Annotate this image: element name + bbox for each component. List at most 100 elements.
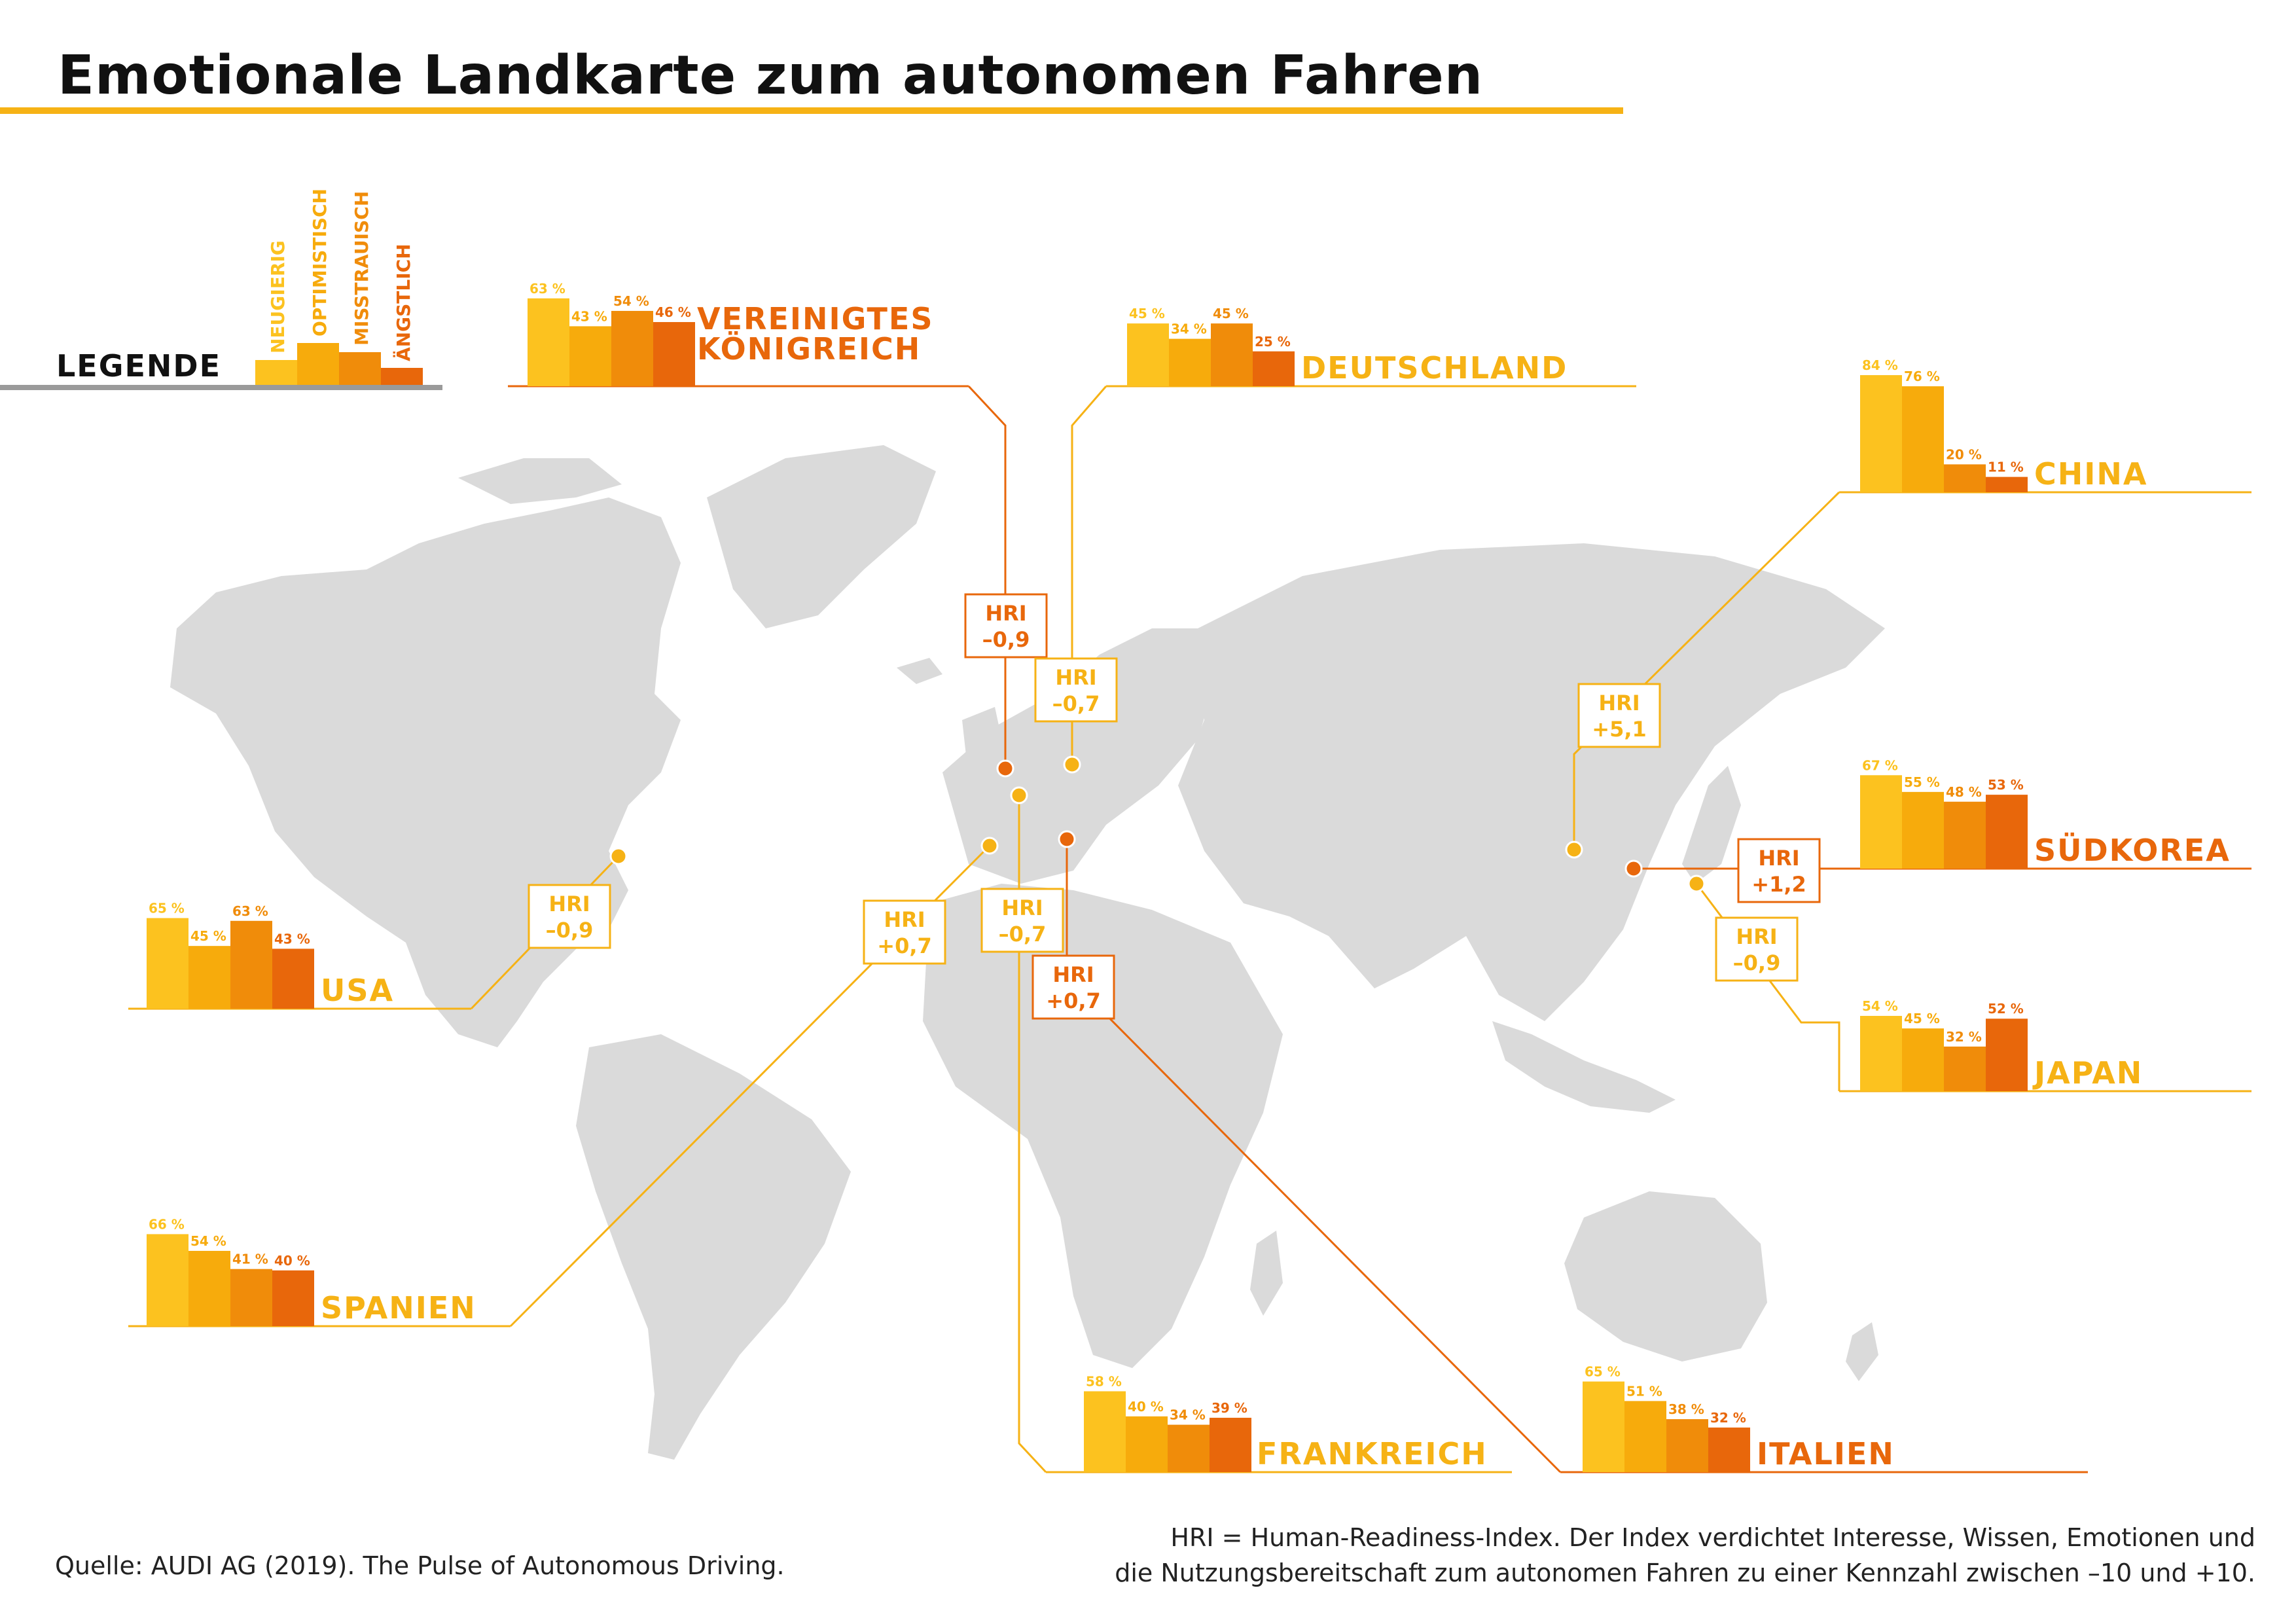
bar-deutschland-optimistisch (1169, 338, 1211, 386)
legend-label-aengstlich: ÄNGSTLICH (392, 244, 414, 361)
bar-cluster-usa: 65 % 45 % 63 % 43 % USA (147, 901, 393, 1009)
value-label-usa-2: 63 % (232, 903, 268, 919)
bar-japan-aengstlich (1986, 1019, 2028, 1091)
map-greenland (707, 445, 936, 628)
legend-title: LEGENDE (56, 348, 221, 384)
hri-footnote: HRI = Human-Readiness-Index. Der Index v… (1115, 1520, 2255, 1591)
value-label-frankreich-3: 39 % (1211, 1400, 1247, 1416)
hri-value-italien: +0,7 (1046, 988, 1101, 1013)
country-name-china: CHINA (2034, 456, 2147, 492)
hri-box-suedkorea: HRI+1,2 (1737, 838, 1821, 903)
bar-japan-misstrauisch (1944, 1046, 1986, 1091)
bar-china-optimistisch (1902, 386, 1944, 492)
value-label-italien-2: 38 % (1668, 1401, 1704, 1417)
bar-spanien-misstrauisch (230, 1269, 272, 1326)
map-madagascar (1250, 1231, 1283, 1316)
hri-footnote-line-2: die Nutzungsbereitschaft zum autonomen F… (1115, 1559, 2255, 1587)
legend-swatch-optimistisch (297, 343, 339, 385)
bar-frankreich-misstrauisch (1168, 1424, 1210, 1472)
hri-box-usa: HRI–0,9 (528, 884, 611, 949)
hri-value-japan: –0,9 (1733, 950, 1781, 975)
value-label-japan-2: 32 % (1946, 1029, 1982, 1045)
hri-footnote-line-1: HRI = Human-Readiness-Index. Der Index v… (1170, 1523, 2255, 1552)
value-label-usa-0: 65 % (149, 901, 185, 916)
bar-spanien-neugierig (147, 1234, 188, 1326)
bar-vereinigtes-koenigreich-aengstlich (653, 322, 695, 386)
hri-box-frankreich: HRI–0,7 (980, 888, 1064, 953)
value-label-spanien-1: 54 % (190, 1233, 226, 1249)
map-south-america (576, 1034, 851, 1460)
bar-usa-neugierig (147, 918, 188, 1009)
legend-swatch-aengstlich (381, 368, 423, 385)
value-label-deutschland-3: 25 % (1255, 334, 1291, 350)
map-point-usa (609, 847, 628, 865)
bar-china-misstrauisch (1944, 464, 1986, 492)
bar-cluster-frankreich: 58 % 40 % 34 % 39 % FRANKREICH (1084, 1373, 1486, 1472)
hri-label-deutschland: HRI (1055, 665, 1096, 690)
value-label-suedkorea-0: 67 % (1862, 757, 1898, 773)
hri-label-italien: HRI (1052, 962, 1094, 987)
hri-value-frankreich: –0,7 (999, 922, 1047, 947)
value-label-vereinigtes-koenigreich-1: 43 % (571, 308, 607, 324)
map-point-frankreich (1010, 786, 1028, 804)
map-point-vereinigtes-koenigreich (996, 759, 1014, 778)
hri-value-china: +5,1 (1592, 717, 1647, 742)
map-southeast-asia (1492, 1021, 1676, 1113)
map-uk (962, 707, 1005, 785)
hri-label-spanien: HRI (884, 907, 925, 932)
hri-value-vereinigtes-koenigreich: –0,9 (982, 627, 1030, 652)
value-label-spanien-0: 66 % (149, 1216, 185, 1232)
value-label-suedkorea-3: 53 % (1988, 777, 2024, 793)
bar-japan-neugierig (1860, 1015, 1902, 1091)
hri-label-suedkorea: HRI (1758, 846, 1799, 871)
value-label-china-0: 84 % (1862, 357, 1898, 373)
hri-box-deutschland: HRI–0,7 (1034, 657, 1118, 723)
bar-cluster-vereinigtes-koenigreich: 63 % 43 % 54 % 46 % VEREINIGTES KÖNIGREICH (528, 281, 933, 386)
title-underline (0, 107, 1623, 114)
bar-cluster-suedkorea: 67 % 55 % 48 % 53 % SÜDKOREA (1860, 757, 2231, 869)
legend-swatch-misstrauisch (339, 352, 381, 385)
value-label-frankreich-1: 40 % (1128, 1399, 1164, 1415)
country-name-japan: JAPAN (2032, 1055, 2143, 1091)
map-point-china (1565, 840, 1583, 859)
map-new-zealand (1846, 1322, 1878, 1381)
value-label-italien-3: 32 % (1710, 1410, 1746, 1426)
value-label-spanien-3: 40 % (274, 1253, 310, 1269)
bar-japan-optimistisch (1902, 1028, 1944, 1091)
map-europe (942, 628, 1217, 884)
bar-vereinigtes-koenigreich-optimistisch (569, 326, 611, 386)
bar-suedkorea-misstrauisch (1944, 801, 1986, 869)
bar-suedkorea-aengstlich (1986, 795, 2028, 869)
country-name-spanien: SPANIEN (321, 1290, 476, 1326)
value-label-frankreich-2: 34 % (1170, 1407, 1206, 1423)
hri-value-deutschland: –0,7 (1052, 691, 1100, 716)
bar-cluster-spanien: 66 % 54 % 41 % 40 % SPANIEN (147, 1216, 476, 1326)
country-name-vereinigtes-koenigreich: VEREINIGTES KÖNIGREICH (697, 301, 933, 367)
bar-usa-aengstlich (272, 948, 314, 1009)
value-label-vereinigtes-koenigreich-2: 54 % (613, 293, 649, 309)
value-label-suedkorea-1: 55 % (1904, 774, 1940, 790)
value-label-suedkorea-2: 48 % (1946, 784, 1982, 800)
hri-value-spanien: +0,7 (877, 933, 932, 958)
hri-label-vereinigtes-koenigreich: HRI (985, 601, 1026, 626)
bar-deutschland-neugierig (1127, 323, 1169, 386)
map-arctic-islands (458, 458, 622, 504)
bar-spanien-optimistisch (188, 1250, 230, 1326)
value-label-china-3: 11 % (1988, 460, 2024, 475)
country-name-suedkorea: SÜDKOREA (2034, 833, 2231, 868)
bar-china-aengstlich (1986, 477, 2028, 492)
bar-suedkorea-neugierig (1860, 775, 1902, 869)
bar-cluster-japan: 54 % 45 % 32 % 52 % JAPAN (1860, 998, 2143, 1091)
bar-china-neugierig (1860, 375, 1902, 492)
value-label-spanien-2: 41 % (232, 1252, 268, 1267)
hri-value-suedkorea: +1,2 (1751, 872, 1806, 897)
hri-box-italien: HRI+0,7 (1031, 954, 1115, 1020)
bar-usa-optimistisch (188, 946, 230, 1009)
bar-italien-aengstlich (1708, 1427, 1750, 1472)
value-label-japan-3: 52 % (1988, 1001, 2024, 1017)
legend-label-optimistisch: OPTIMISTISCH (309, 189, 331, 336)
bar-frankreich-aengstlich (1210, 1417, 1251, 1472)
bar-usa-misstrauisch (230, 920, 272, 1009)
map-australia (1564, 1191, 1767, 1362)
bar-cluster-italien: 65 % 51 % 38 % 32 % ITALIEN (1583, 1364, 1893, 1472)
